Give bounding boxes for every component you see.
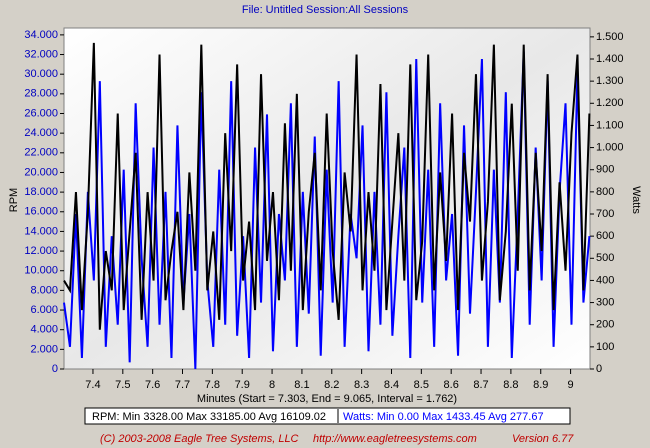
- x-tick-label: 7.5: [115, 379, 130, 391]
- x-tick-label: 8.5: [414, 379, 429, 391]
- x-tick-label: 7.7: [175, 379, 190, 391]
- x-tick-label: 8: [269, 379, 275, 391]
- y-tick-label: 30.000: [24, 68, 58, 80]
- y-axis-label: RPM: [8, 188, 20, 212]
- y2-tick-label: 1.100: [596, 119, 624, 131]
- y2-tick-label: 300: [596, 296, 614, 308]
- x-tick-label: 8.8: [503, 379, 518, 391]
- y2-tick-label: 1.000: [596, 141, 624, 153]
- x-tick-label: 9: [568, 379, 574, 391]
- y-tick-label: 22.000: [24, 147, 58, 159]
- x-tick-label: 8.2: [324, 379, 339, 391]
- stats-watts: Watts: Min 0.00 Max 1433.45 Avg 277.67: [343, 411, 544, 423]
- y2-tick-label: 500: [596, 252, 614, 264]
- y-tick-label: 28.000: [24, 88, 58, 100]
- y-tick-label: 6.000: [30, 304, 58, 316]
- x-tick-label: 7.6: [145, 379, 160, 391]
- y2-tick-label: 1.500: [596, 31, 624, 43]
- y-tick-label: 26.000: [24, 107, 58, 119]
- y-tick-label: 24.000: [24, 127, 58, 139]
- y2-axis-label: Watts: [630, 186, 642, 214]
- footer-version: Version 6.77: [512, 433, 574, 445]
- y-tick-label: 32.000: [24, 48, 58, 60]
- y2-tick-label: 100: [596, 341, 614, 353]
- x-tick-label: 8.1: [294, 379, 309, 391]
- y-tick-label: 2.000: [30, 343, 58, 355]
- stats-box: [84, 407, 571, 425]
- x-tick-label: 7.4: [85, 379, 100, 391]
- y-tick-label: 10.000: [24, 265, 58, 277]
- x-tick-label: 7.8: [205, 379, 220, 391]
- y2-tick-label: 200: [596, 319, 614, 331]
- x-axis-label: Minutes (Start = 7.303, End = 9.065, Int…: [197, 393, 457, 405]
- x-tick-label: 8.9: [533, 379, 548, 391]
- y2-tick-label: 400: [596, 274, 614, 286]
- chart-title: File: Untitled Session:All Sessions: [242, 4, 409, 16]
- y-tick-label: 14.000: [24, 225, 58, 237]
- series-line: [63, 42, 591, 330]
- footer-url: http://www.eagletreesystems.com: [313, 433, 477, 445]
- y2-tick-label: 700: [596, 208, 614, 220]
- y-tick-label: 8.000: [30, 284, 58, 296]
- x-tick-label: 8.6: [444, 379, 459, 391]
- y2-tick-label: 1.300: [596, 75, 624, 87]
- y2-tick-label: 800: [596, 186, 614, 198]
- x-tick-label: 8.3: [354, 379, 369, 391]
- y2-tick-label: 1.200: [596, 97, 624, 109]
- x-tick-label: 8.7: [473, 379, 488, 391]
- y-tick-label: 34.000: [24, 29, 58, 41]
- y-tick-label: 12.000: [24, 245, 58, 257]
- stats-rpm: RPM: Min 3328.00 Max 33185.00 Avg 16109.…: [92, 411, 326, 423]
- y-tick-label: 0: [52, 363, 58, 375]
- y-tick-label: 18.000: [24, 186, 58, 198]
- footer-copyright: (C) 2003-2008 Eagle Tree Systems, LLC: [100, 433, 299, 445]
- x-tick-label: 7.9: [235, 379, 250, 391]
- y-tick-label: 4.000: [30, 324, 58, 336]
- y2-tick-label: 600: [596, 230, 614, 242]
- y-tick-label: 20.000: [24, 166, 58, 178]
- series-line: [63, 51, 591, 370]
- y2-tick-label: 900: [596, 164, 614, 176]
- x-tick-label: 8.4: [384, 379, 399, 391]
- y-tick-label: 16.000: [24, 206, 58, 218]
- y2-tick-label: 0: [596, 363, 602, 375]
- y2-tick-label: 1.400: [596, 53, 624, 65]
